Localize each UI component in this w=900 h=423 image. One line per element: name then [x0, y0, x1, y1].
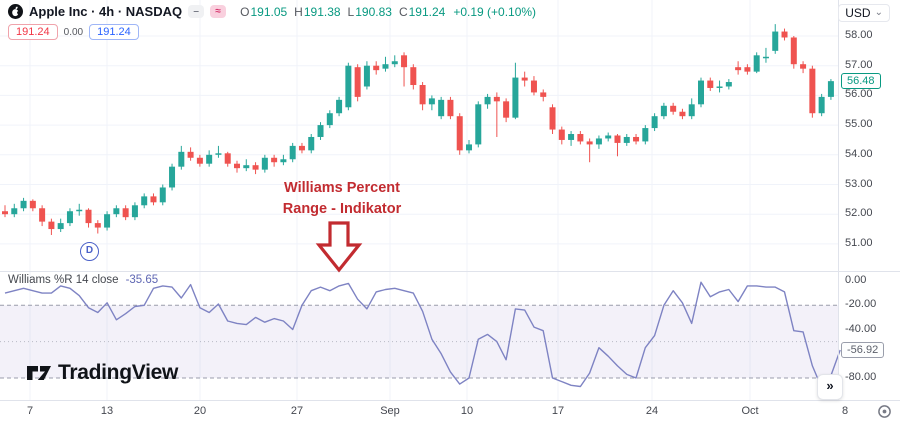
- scroll-right-button[interactable]: »: [817, 374, 843, 400]
- price-tick-label: 51.00: [845, 236, 873, 249]
- time-axis[interactable]: 7 13 20 27 Sep 10 17 24 Oct 8: [0, 401, 900, 423]
- low-value: 190.83: [355, 4, 392, 19]
- price-tick-label: 56.00: [845, 88, 873, 101]
- indicator-name: Williams %R 14 close: [8, 274, 119, 286]
- tradingview-logo-icon: [27, 366, 51, 380]
- trade-price-row: 191.24 0.00 191.24: [8, 24, 139, 40]
- tradingview-brand[interactable]: TradingView: [26, 361, 178, 385]
- down-arrow-annotation[interactable]: [314, 221, 364, 273]
- ohlc-readout: O191.05 H191.38 L190.83 C191.24 +0.19 (+…: [240, 5, 536, 19]
- open-value: 191.05: [250, 4, 288, 19]
- wr-tick-label: -20.00: [845, 298, 877, 311]
- low-label: L: [347, 4, 355, 19]
- indicator-value: -35.65: [125, 274, 159, 286]
- price-tick-label: 52.00: [845, 207, 873, 220]
- price-tick-label: 55.00: [845, 118, 873, 131]
- time-tick-label: 27: [290, 405, 304, 417]
- time-tick-label: Oct: [741, 405, 759, 417]
- apple-logo-icon: [8, 4, 23, 19]
- time-tick-label: 10: [460, 405, 474, 417]
- price-axis[interactable]: 58.00 57.00 56.00 55.00 54.00 53.00 52.00 51.00…: [840, 0, 900, 400]
- time-tick-label: 8: [841, 405, 849, 417]
- time-tick-label: 13: [100, 405, 114, 417]
- time-tick-label: 7: [26, 405, 34, 417]
- currency-selector[interactable]: USD ⌄: [838, 4, 890, 22]
- close-value: 191.24: [408, 4, 446, 19]
- price-tick-label: 58.00: [845, 29, 873, 41]
- time-tick-label: 24: [645, 405, 659, 417]
- annotation-line1: Williams Percent: [284, 180, 400, 196]
- last-price-badge: 56.48: [841, 73, 881, 90]
- price-tick-label: 54.00: [845, 147, 873, 160]
- notification-wave-icon[interactable]: ≈: [210, 5, 227, 18]
- sell-price-button[interactable]: 191.24: [8, 24, 58, 40]
- symbol-title[interactable]: Apple Inc · 4h · NASDAQ: [29, 4, 183, 19]
- wr-tick-label: 0.00: [845, 274, 867, 286]
- wr-value-badge: -56.92: [841, 342, 885, 358]
- wr-tick-label: -80.00: [845, 371, 877, 383]
- indicator-legend[interactable]: Williams %R 14 close -35.65: [8, 274, 158, 286]
- time-tick-label: Sep: [380, 405, 400, 417]
- price-tick-label: 53.00: [845, 177, 873, 190]
- market-status-icon[interactable]: –: [188, 5, 205, 18]
- annotation-line2: Range - Indikator: [282, 201, 402, 217]
- time-tick-label: 17: [551, 405, 565, 417]
- dividend-marker[interactable]: D: [80, 242, 99, 261]
- annotation-text[interactable]: Williams Percent Range - Indikator: [262, 178, 422, 220]
- brand-text: TradingView: [58, 361, 179, 384]
- open-label: O: [240, 4, 250, 19]
- high-label: H: [294, 4, 303, 19]
- buy-price-button[interactable]: 191.24: [89, 24, 139, 40]
- close-label: C: [398, 4, 408, 19]
- change-value: +0.19 (+0.10%): [453, 4, 537, 19]
- price-tick-label: 57.00: [845, 58, 873, 71]
- time-tick-label: 20: [193, 405, 207, 417]
- spread-value: 0.00: [63, 26, 84, 38]
- chevron-down-icon: ⌄: [874, 7, 883, 18]
- chart-header: Apple Inc · 4h · NASDAQ – ≈ O191.05 H191…: [8, 4, 536, 19]
- currency-value: USD: [845, 6, 871, 20]
- high-value: 191.38: [303, 4, 341, 19]
- gear-icon[interactable]: [877, 404, 892, 419]
- wr-tick-label: -40.00: [845, 322, 877, 335]
